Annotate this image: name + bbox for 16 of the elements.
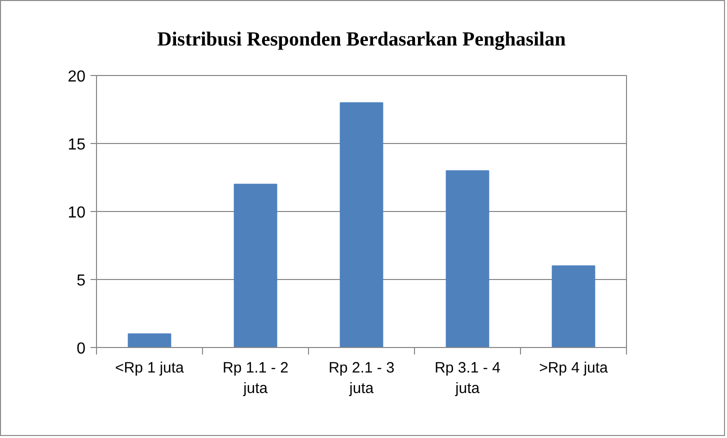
x-tick-label: Rp 2.1 - 3 juta (328, 360, 394, 397)
y-tick-label: 20 (68, 68, 86, 86)
bar (446, 170, 490, 348)
bar (128, 333, 172, 348)
y-tick-label: 0 (76, 340, 86, 358)
x-tick-label: <Rp 1 juta (115, 360, 185, 376)
x-tick-label: >Rp 4 juta (539, 360, 609, 376)
chart-title: Distribusi Responden Berdasarkan Penghasilan (157, 28, 566, 50)
y-tick-label: 10 (68, 204, 86, 222)
bar (234, 184, 278, 348)
y-tick-label: 15 (68, 136, 86, 154)
x-tick-label: Rp 1.1 - 2 juta (222, 360, 288, 397)
y-tick-label: 5 (76, 272, 86, 290)
bar (552, 265, 596, 348)
x-tick-label: Rp 3.1 - 4 juta (434, 360, 500, 397)
bar (340, 102, 384, 348)
